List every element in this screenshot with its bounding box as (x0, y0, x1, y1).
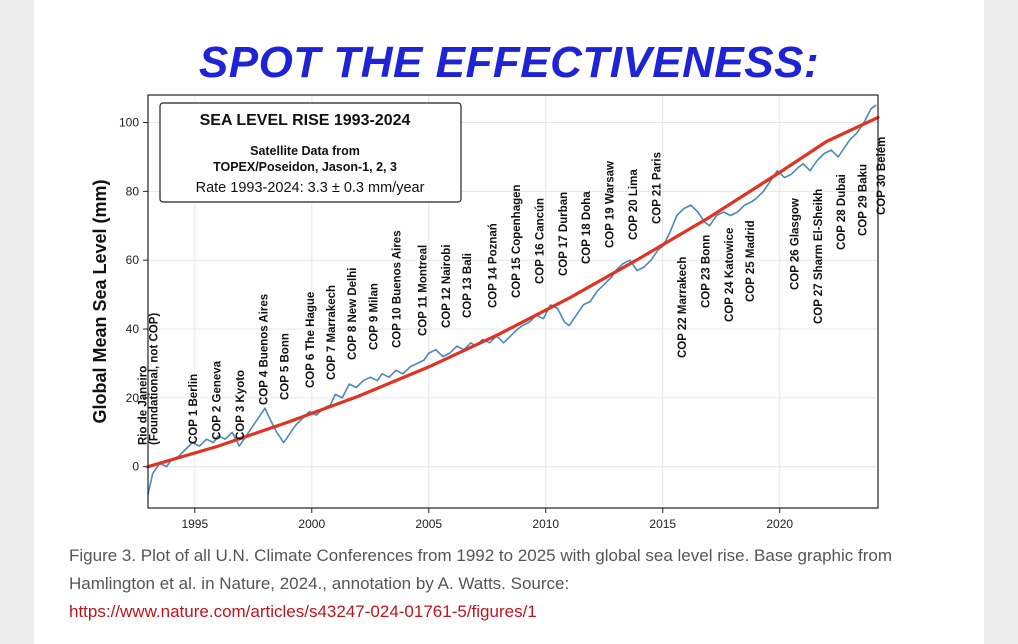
cop-annotation: COP 6 The Hague (305, 292, 317, 388)
source-link[interactable]: https://www.nature.com/articles/s43247-0… (69, 602, 537, 621)
observed-sea-level-line (147, 104, 877, 496)
cop-annotation: COP 28 Dubai (836, 174, 848, 250)
cop-annotation: COP 22 Marrakech (677, 257, 689, 358)
trend-line (146, 115, 880, 469)
y-tick-label: 60 (126, 253, 140, 267)
cop-annotation: COP 8 New Delhi (347, 268, 359, 360)
cop-annotation: COP 30 Belém (876, 137, 888, 215)
figure-caption: Figure 3. Plot of all U.N. Climate Confe… (69, 542, 939, 626)
cop-annotation: COP 14 Poznań (488, 223, 500, 308)
cop-annotation: COP 29 Baku (857, 164, 869, 236)
y-tick-label: 80 (126, 184, 140, 198)
cop-annotation: COP 9 Milan (368, 283, 380, 350)
x-tick-label: 2015 (649, 517, 676, 531)
cop-annotation: COP 17 Durban (558, 192, 570, 276)
y-axis-label: Global Mean Sea Level (mm) (90, 179, 110, 423)
cop-annotation: COP 25 Madrid (745, 220, 757, 302)
y-tick-label: 40 (126, 322, 140, 336)
headline: SPOT THE EFFECTIVENESS: (198, 38, 820, 87)
legend-title: SEA LEVEL RISE 1993-2024 (200, 112, 411, 129)
y-tick-label: 20 (126, 391, 140, 405)
x-tick-label: 2010 (532, 517, 559, 531)
cop-annotation: COP 13 Bali (462, 253, 474, 318)
cop-annotation: COP 27 Sharm El-Sheikh (813, 189, 825, 324)
cop-annotation: (Foundational, not COP) (148, 313, 160, 445)
x-tick-label: 1995 (181, 517, 208, 531)
y-tick-label: 100 (119, 116, 139, 130)
cop-annotation: COP 3 Kyoto (235, 370, 247, 440)
x-tick-label: 2000 (298, 517, 325, 531)
cop-annotation: COP 21 Paris (651, 152, 663, 224)
cop-annotation: COP 10 Buenos Aires (392, 230, 404, 348)
legend-source-line2: TOPEX/Poseidon, Jason-1, 2, 3 (213, 160, 397, 174)
legend-source-line1: Satellite Data from (250, 144, 360, 158)
sea-level-chart: 1995 2000 2005 2010 2015 2020 0 20 40 60 80 100 Glob… (90, 94, 888, 531)
cop-annotation: COP 5 Bonn (279, 333, 291, 400)
x-tick-label: 2005 (415, 517, 442, 531)
legend-rate: Rate 1993-2024: 3.3 ± 0.3 mm/year (196, 180, 425, 196)
cop-annotation: Rio de Janeiro (137, 366, 149, 445)
cop-annotation: COP 7 Marrakech (326, 285, 338, 380)
x-tick-label: 2020 (766, 517, 793, 531)
cop-annotation: COP 2 Geneva (212, 360, 224, 440)
cop-annotation: COP 16 Cancún (534, 198, 546, 284)
cop-annotation: COP 23 Bonn (701, 235, 713, 308)
cop-annotation: COP 4 Buenos Aires (258, 294, 270, 405)
cop-annotation: COP 26 Glasgow (789, 198, 801, 290)
cop-annotation: COP 20 Lima (628, 169, 640, 240)
legend-box (159, 102, 462, 203)
cop-annotation: COP 12 Nairobi (441, 244, 453, 328)
cop-annotation: COP 15 Copenhagen (511, 184, 523, 298)
cop-annotation: COP 19 Warsaw (605, 161, 617, 248)
cop-annotation: COP 11 Montreal (417, 245, 429, 336)
plot-frame (147, 94, 879, 509)
cop-annotation: COP 18 Doha (581, 191, 593, 264)
y-tick-label: 0 (132, 460, 139, 474)
cop-annotation: COP 1 Berlin (188, 374, 200, 444)
cop-annotation: COP 24 Katowice (724, 228, 736, 322)
caption-text: Figure 3. Plot of all U.N. Climate Confe… (69, 546, 893, 593)
